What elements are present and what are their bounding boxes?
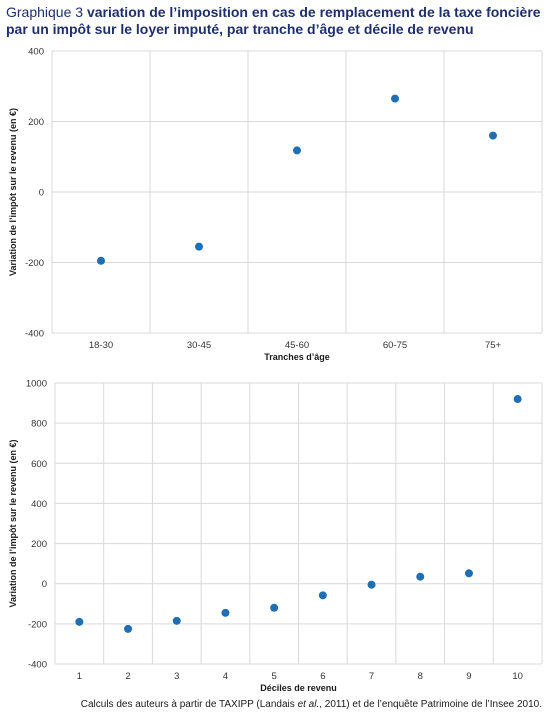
data-point <box>97 256 105 265</box>
age-chart: -400 -200 0 200 400 18-30 30-45 45-60 60-75 75+ Tr… <box>8 47 543 362</box>
data-point <box>221 608 230 617</box>
x-tick-label: 5 <box>272 671 277 682</box>
x-tick-label: 2 <box>125 671 130 682</box>
data-point <box>124 624 133 633</box>
x-tick-label: 9 <box>466 671 471 682</box>
x-tick-label: 18-30 <box>89 340 113 351</box>
y-tick-label: -400 <box>28 660 47 671</box>
x-tick-label: 1 <box>77 671 82 682</box>
y-tick-label: -200 <box>25 258 44 269</box>
source-text-start: Calculs des auteurs à partir de TAXIPP (… <box>80 699 298 710</box>
x-tick-label: 4 <box>223 671 228 682</box>
data-point <box>195 242 203 251</box>
data-point <box>172 616 181 625</box>
data-point <box>391 94 399 103</box>
data-point <box>293 146 301 155</box>
x-tick-label: 7 <box>369 671 374 682</box>
x-tick-label: 6 <box>320 671 325 682</box>
y-tick-label: 400 <box>31 499 47 510</box>
x-tick-label: 10 <box>512 671 523 682</box>
x-tick-label: 75+ <box>485 340 502 351</box>
data-point <box>489 131 497 140</box>
y-tick-label: -400 <box>25 329 44 340</box>
y-tick-label: 0 <box>39 188 44 199</box>
data-point <box>513 395 522 404</box>
data-point <box>270 603 279 612</box>
data-point <box>75 617 84 626</box>
chart-title: Graphique 3 variation de l’imposition en… <box>6 4 546 38</box>
y-tick-label: 0 <box>42 579 47 590</box>
source-note: Calculs des auteurs à partir de TAXIPP (… <box>81 699 542 710</box>
x-axis-title: Déciles de revenu <box>260 683 337 693</box>
decile-chart: -400 -200 0 200 400 600 800 1000 1 2 3 4 5 6 7 8 9 10 Déci… <box>8 379 543 693</box>
y-tick-label: -200 <box>28 619 47 630</box>
x-tick-label: 8 <box>418 671 423 682</box>
y-tick-label: 800 <box>31 419 47 430</box>
title-prefix: Graphique 3 <box>6 4 87 20</box>
data-point <box>367 580 376 589</box>
data-point <box>416 572 425 581</box>
y-tick-label: 1000 <box>26 379 47 390</box>
data-point <box>318 591 327 600</box>
y-axis-title: Variation de l’impôt sur le revenu (en €… <box>8 439 18 607</box>
x-tick-label: 45-60 <box>285 340 309 351</box>
y-tick-label: 400 <box>28 47 44 58</box>
y-axis-title: Variation de l’impôt sur le revenu (en €… <box>8 108 18 276</box>
x-axis-title: Tranches d’âge <box>264 352 330 362</box>
source-text-end: , 2011) et de l’enquête Patrimoine de l’… <box>319 699 542 710</box>
x-tick-label: 60-75 <box>383 340 407 351</box>
y-tick-label: 200 <box>31 539 47 550</box>
x-tick-label: 30-45 <box>187 340 211 351</box>
data-point <box>464 569 473 578</box>
x-tick-label: 3 <box>174 671 179 682</box>
title-main: variation de l’imposition en cas de remp… <box>6 4 541 37</box>
source-text-italic: et al. <box>297 699 320 710</box>
y-tick-label: 200 <box>28 117 44 128</box>
y-tick-label: 600 <box>31 459 47 470</box>
